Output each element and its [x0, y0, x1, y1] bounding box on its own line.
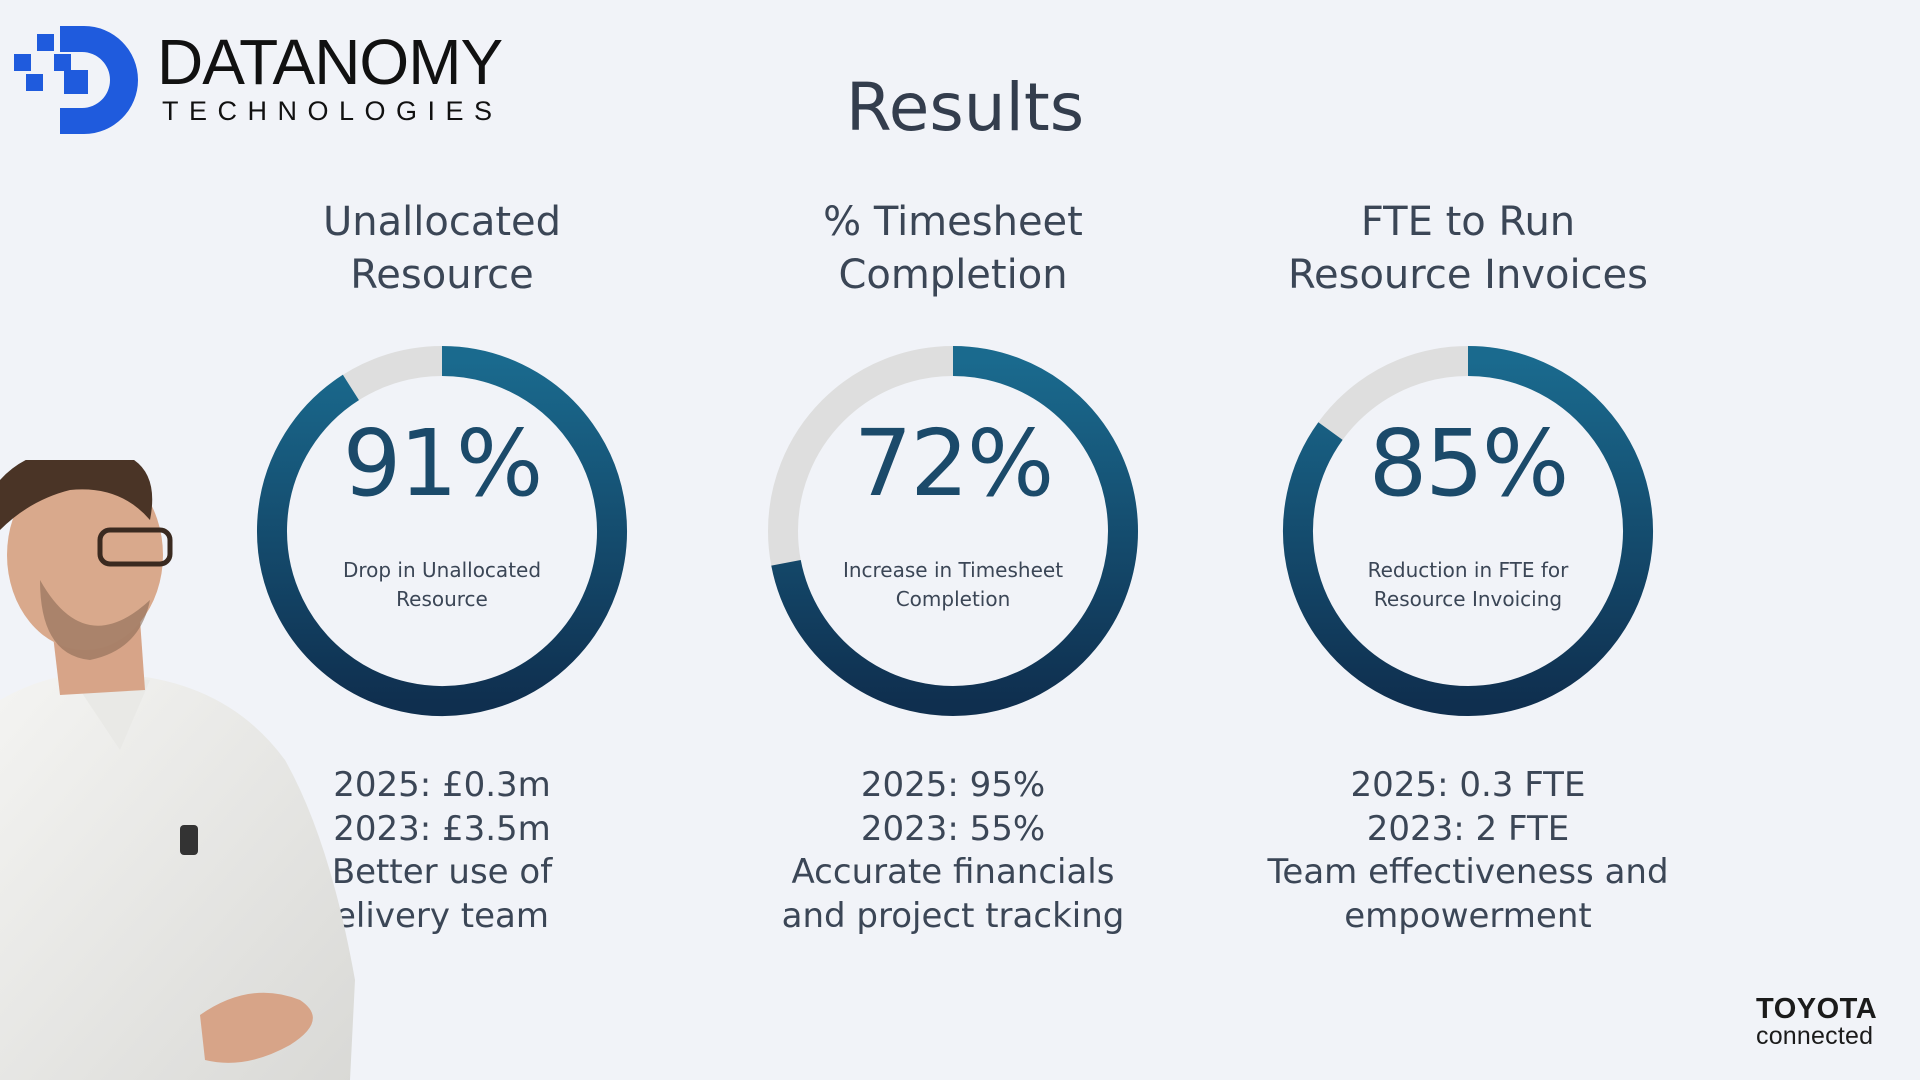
ring-caption: Increase in Timesheet Completion — [842, 558, 1064, 611]
datanomy-d-pixel-logo-icon — [14, 26, 138, 134]
presenter-video-overlay — [0, 460, 355, 1080]
ring-value: 91% — [342, 410, 543, 517]
progress-ring-graphic — [1283, 346, 1653, 716]
ring-value: 72% — [853, 410, 1054, 517]
brand-subtitle: TECHNOLOGIES — [162, 96, 503, 126]
toyota-connected-logo: TOYOTA connected — [1756, 993, 1878, 1050]
datanomy-logo: DATANOMY TECHNOLOGIES — [12, 24, 532, 144]
progress-ring-graphic — [257, 346, 627, 716]
progress-ring: 72% Increase in Timesheet Completion — [758, 336, 1148, 726]
progress-ring-graphic — [768, 346, 1138, 716]
metric-details: 2025: £0.3m 2023: £3.5m Better use of el… — [331, 765, 553, 936]
ring-caption: Drop in Unallocated Resource — [342, 558, 542, 611]
progress-ring: 85% Reduction in FTE for Resource Invoic… — [1273, 336, 1663, 726]
ring-progress-arc — [257, 346, 627, 716]
ring-value: 85% — [1368, 410, 1569, 517]
metric-heading: Unallocated Resource — [322, 199, 562, 298]
ring-caption: Reduction in FTE for Resource Invoicing — [1367, 558, 1569, 611]
metric-heading: % Timesheet Completion — [823, 199, 1083, 298]
page-title: Results — [845, 69, 1085, 146]
ring-progress-arc — [771, 346, 1138, 716]
metric-fte-resource-invoices: FTE to Run Resource Invoices 85% Reducti… — [1208, 196, 1728, 938]
metric-heading: FTE to Run Resource Invoices — [1288, 199, 1648, 298]
progress-ring: 91% Drop in Unallocated Resource — [247, 336, 637, 726]
metric-details: 2025: 0.3 FTE 2023: 2 FTE Team effective… — [1267, 765, 1669, 936]
metric-timesheet-completion: % Timesheet Completion 72% Increase in T… — [693, 196, 1213, 938]
metric-details: 2025: 95% 2023: 55% Accurate financials … — [781, 765, 1125, 936]
metric-unallocated-resource: Unallocated Resource 91% Drop in Unalloc… — [182, 196, 702, 938]
ring-progress-arc — [1283, 346, 1653, 716]
brand-name: DATANOMY — [157, 26, 503, 98]
